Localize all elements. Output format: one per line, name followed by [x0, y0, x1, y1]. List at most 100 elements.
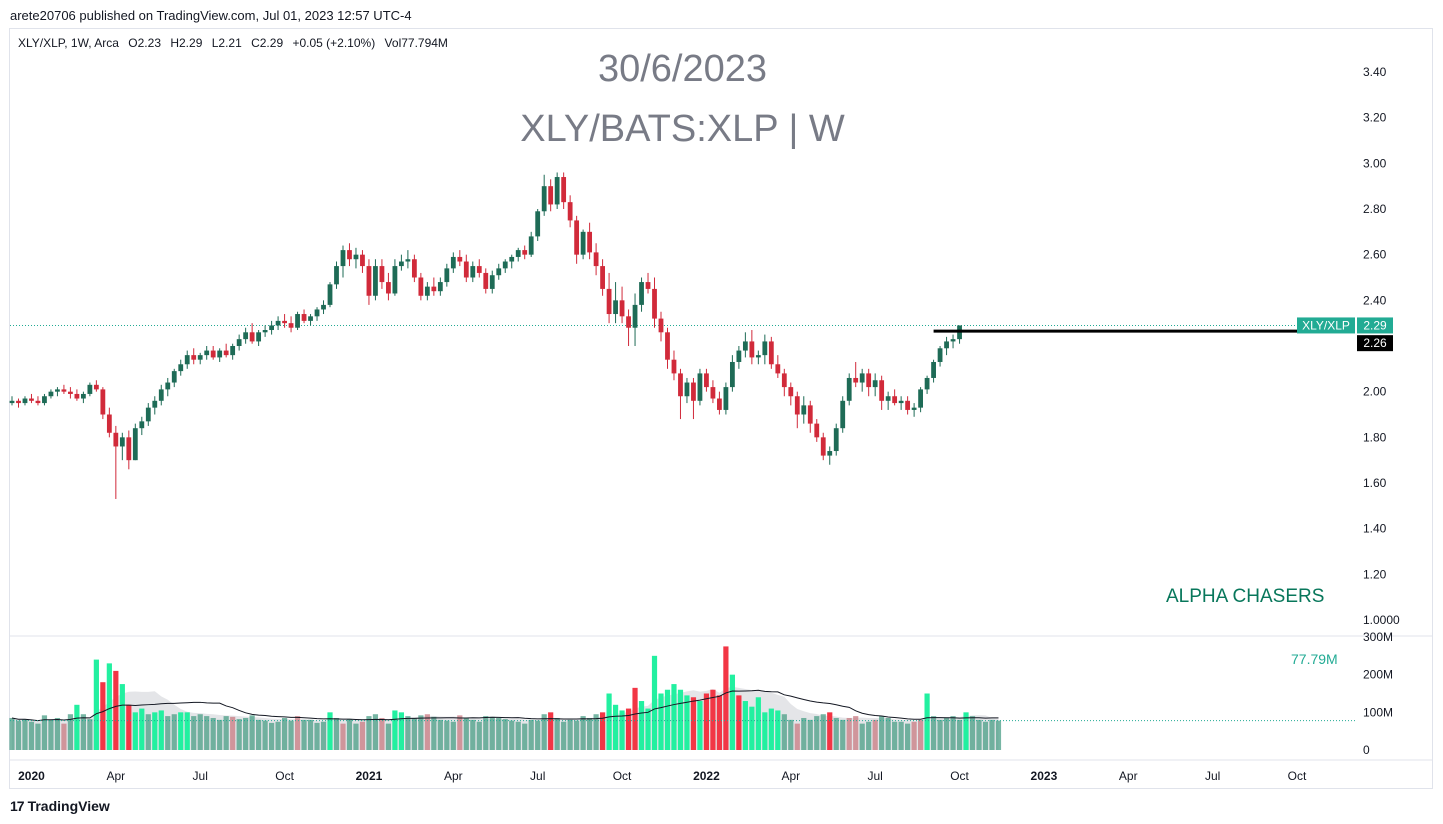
candle-body: [645, 282, 651, 289]
candle: [807, 400, 813, 433]
candle-body: [794, 396, 800, 415]
candle: [866, 368, 872, 397]
candle-body: [561, 177, 567, 203]
candle-body: [626, 316, 631, 328]
candle: [918, 387, 923, 413]
volume-bar: [528, 719, 534, 750]
volume-bar: [963, 712, 969, 750]
volume-bar: [93, 659, 99, 750]
legend-volume: Vol77.794M: [384, 36, 448, 50]
candle-body: [165, 382, 171, 390]
volume-bar: [262, 720, 268, 750]
candle-body: [444, 268, 450, 283]
volume-bar: [431, 716, 437, 750]
volume-bar: [152, 712, 158, 750]
volume-bar: [749, 706, 755, 750]
candle: [450, 252, 456, 273]
candle-body: [29, 398, 34, 401]
candle: [574, 215, 580, 264]
volume-bar: [294, 716, 301, 750]
candle: [729, 355, 735, 392]
candle: [171, 368, 177, 388]
candle-body: [230, 346, 236, 356]
candle: [463, 254, 469, 283]
legend-low: L2.21: [211, 36, 242, 50]
price-tick-label: 1.80: [1363, 430, 1387, 444]
candle-body: [918, 389, 923, 408]
candle-body: [885, 396, 891, 401]
volume-bar: [866, 721, 872, 750]
candle: [509, 254, 515, 269]
legend-symbol[interactable]: XLY/XLP, 1W, Arca: [18, 36, 119, 50]
footer-logo[interactable]: 17 TradingView: [10, 798, 110, 814]
volume-bar: [911, 721, 917, 750]
candle-body: [775, 364, 781, 374]
volume-bar: [281, 717, 288, 750]
candle-body: [859, 373, 865, 383]
candle: [29, 393, 34, 404]
candle: [671, 350, 677, 381]
time-tick-label: Oct: [950, 769, 969, 783]
candle: [424, 282, 430, 301]
candle: [489, 270, 495, 294]
candle: [632, 293, 638, 346]
candle-body: [314, 309, 320, 317]
candle-body: [931, 361, 936, 378]
candle-body: [736, 350, 742, 362]
candle: [606, 272, 612, 324]
volume-bar: [74, 704, 80, 750]
candle: [360, 250, 365, 273]
volume-bar: [126, 704, 132, 750]
candle: [691, 377, 696, 420]
candle: [113, 425, 119, 499]
volume-bar: [230, 716, 236, 750]
candle-body: [866, 373, 872, 388]
candle: [626, 309, 631, 346]
candle-body: [405, 259, 411, 262]
candle: [749, 330, 755, 365]
candle-body: [171, 371, 177, 383]
candle-body: [483, 272, 489, 289]
candle-body: [106, 414, 112, 433]
candle: [256, 330, 262, 346]
time-tick-label: Oct: [275, 769, 294, 783]
volume-bar: [710, 689, 716, 750]
candle-body: [262, 330, 268, 333]
candle: [9, 396, 15, 406]
candle: [321, 300, 326, 315]
candle: [931, 359, 936, 383]
price-tick-label: 2.80: [1363, 202, 1387, 216]
volume-bar: [794, 723, 800, 750]
candle: [781, 368, 787, 397]
candle-body: [600, 266, 605, 289]
volume-bar: [372, 714, 379, 750]
time-tick-label: Apr: [1119, 769, 1138, 783]
candle: [924, 375, 930, 394]
volume-bar: [638, 701, 645, 750]
volume-bar: [35, 723, 41, 750]
candle-body: [288, 323, 294, 328]
volume-bar: [67, 714, 74, 750]
candle: [710, 380, 716, 404]
volume-bar: [820, 714, 826, 750]
volume-bar: [522, 723, 528, 750]
candle: [178, 359, 184, 376]
candle-body: [42, 396, 47, 404]
candle: [243, 327, 249, 344]
legend-change: +0.05 (+2.10%): [292, 36, 376, 50]
candle: [859, 368, 865, 392]
candle-body: [574, 220, 580, 255]
candle: [561, 172, 567, 209]
volume-bar: [943, 717, 950, 750]
candle: [314, 307, 320, 321]
candle: [126, 430, 132, 470]
candle: [905, 396, 911, 415]
volume-bar: [106, 663, 112, 750]
candle-body: [593, 252, 599, 267]
candle: [301, 309, 307, 324]
volume-bar: [470, 719, 476, 750]
volume-bar: [632, 687, 638, 750]
volume-bar: [892, 721, 898, 750]
candle: [457, 250, 463, 267]
